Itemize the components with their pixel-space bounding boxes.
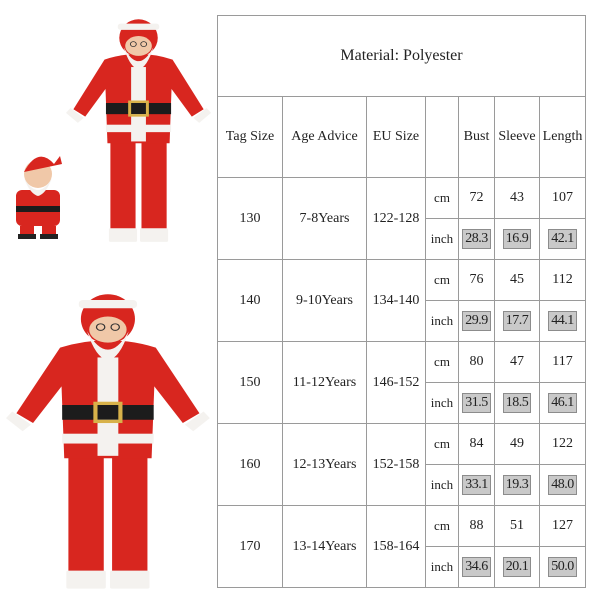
- bust-cm-cell: 72: [458, 177, 495, 219]
- length-cm-cell: 122: [539, 423, 586, 465]
- sleeve-inch-cell: 16.9: [494, 218, 540, 260]
- sleeve-inch-cell: 20.1: [494, 546, 540, 588]
- bust-cm-cell: 80: [458, 341, 495, 383]
- unit-cm-label: cm: [425, 423, 459, 465]
- unit-inch-label: inch: [425, 382, 459, 424]
- header-sleeve: Sleeve: [494, 96, 540, 178]
- age-advice-cell: 11-12Years: [282, 341, 367, 424]
- eu-size-cell: 152-158: [366, 423, 426, 506]
- sleeve-cm-cell: 49: [494, 423, 540, 465]
- unit-cm-label: cm: [425, 505, 459, 547]
- sleeve-cm-cell: 45: [494, 259, 540, 301]
- length-inch-cell: 44.1: [539, 300, 586, 342]
- length-cm-cell: 107: [539, 177, 586, 219]
- length-inch-value: 50.0: [548, 557, 577, 577]
- sleeve-inch-value: 18.5: [502, 393, 532, 413]
- length-inch-cell: 50.0: [539, 546, 586, 588]
- age-advice-cell: 9-10Years: [282, 259, 367, 342]
- sleeve-inch-value: 17.7: [502, 311, 532, 331]
- header-eu-size: EU Size: [366, 96, 426, 178]
- sleeve-inch-cell: 19.3: [494, 464, 540, 506]
- header-age-advice: Age Advice: [282, 96, 367, 178]
- bust-inch-value: 33.1: [462, 475, 491, 495]
- unit-inch-label: inch: [425, 300, 459, 342]
- header-row: Tag Size Age Advice EU Size Bust Sleeve …: [217, 96, 586, 178]
- age-advice-cell: 12-13Years: [282, 423, 367, 506]
- sleeve-inch-value: 16.9: [502, 229, 532, 249]
- bust-inch-cell: 31.5: [458, 382, 495, 424]
- size-chart-table: Material: Polyester Tag Size Age Advice …: [217, 15, 586, 588]
- material-title: Material: Polyester: [217, 15, 586, 97]
- tag-size-cell: 140: [217, 259, 283, 342]
- bust-inch-value: 34.6: [462, 557, 491, 577]
- size-row-inch: inch 34.6 20.1 50.0: [218, 546, 586, 588]
- size-row-cm: 150 11-12Years 146-152 cm 80 47 117: [217, 341, 586, 424]
- size-row-cm: 130 7-8Years 122-128 cm 72 43 107: [217, 177, 586, 260]
- tag-size-cell: 170: [217, 505, 283, 588]
- age-advice-cell: 13-14Years: [282, 505, 367, 588]
- tag-size-cell: 130: [217, 177, 283, 260]
- unit-cm-label: cm: [425, 341, 459, 383]
- eu-size-cell: 122-128: [366, 177, 426, 260]
- header-unit-blank: [425, 96, 459, 178]
- sleeve-inch-value: 20.1: [502, 557, 532, 577]
- tag-size-cell: 150: [217, 341, 283, 424]
- santa-suit-front-large: [6, 294, 210, 588]
- bust-inch-cell: 34.6: [458, 546, 495, 588]
- unit-inch-label: inch: [425, 464, 459, 506]
- sleeve-cm-cell: 47: [494, 341, 540, 383]
- sleeve-cm-cell: 43: [494, 177, 540, 219]
- sleeve-inch-value: 19.3: [502, 475, 532, 495]
- unit-inch-label: inch: [425, 546, 459, 588]
- size-row-cm: 160 12-13Years 152-158 cm 84 49 122: [217, 423, 586, 506]
- length-inch-cell: 46.1: [539, 382, 586, 424]
- length-cm-cell: 127: [539, 505, 586, 547]
- length-inch-value: 46.1: [548, 393, 577, 413]
- size-row-inch: inch 28.3 16.9 42.1: [218, 218, 586, 260]
- length-cm-cell: 112: [539, 259, 586, 301]
- sleeve-cm-cell: 51: [494, 505, 540, 547]
- eu-size-cell: 146-152: [366, 341, 426, 424]
- bust-inch-cell: 33.1: [458, 464, 495, 506]
- bust-inch-value: 29.9: [462, 311, 491, 331]
- length-inch-cell: 42.1: [539, 218, 586, 260]
- sleeve-inch-cell: 17.7: [494, 300, 540, 342]
- length-inch-value: 48.0: [548, 475, 577, 495]
- sleeve-inch-cell: 18.5: [494, 382, 540, 424]
- header-tag-size: Tag Size: [217, 96, 283, 178]
- eu-size-cell: 158-164: [366, 505, 426, 588]
- tag-size-cell: 160: [217, 423, 283, 506]
- bust-inch-cell: 29.9: [458, 300, 495, 342]
- size-row-cm: 170 13-14Years 158-164 cm 88 51 127: [217, 505, 586, 588]
- eu-size-cell: 134-140: [366, 259, 426, 342]
- age-advice-cell: 7-8Years: [282, 177, 367, 260]
- size-row-cm: 140 9-10Years 134-140 cm 76 45 112: [217, 259, 586, 342]
- bust-cm-cell: 88: [458, 505, 495, 547]
- size-row-inch: inch 33.1 19.3 48.0: [218, 464, 586, 506]
- length-inch-value: 44.1: [548, 311, 577, 331]
- length-inch-value: 42.1: [548, 229, 577, 249]
- length-cm-cell: 117: [539, 341, 586, 383]
- bust-inch-value: 31.5: [462, 393, 491, 413]
- header-length: Length: [539, 96, 586, 178]
- header-bust: Bust: [458, 96, 495, 178]
- santa-suit-front-small: [64, 17, 213, 244]
- bust-cm-cell: 84: [458, 423, 495, 465]
- unit-inch-label: inch: [425, 218, 459, 260]
- bust-inch-cell: 28.3: [458, 218, 495, 260]
- santa-figure-icon: [16, 156, 62, 239]
- bust-cm-cell: 76: [458, 259, 495, 301]
- bust-inch-value: 28.3: [462, 229, 491, 249]
- length-inch-cell: 48.0: [539, 464, 586, 506]
- unit-cm-label: cm: [425, 259, 459, 301]
- unit-cm-label: cm: [425, 177, 459, 219]
- product-photos: [0, 17, 213, 600]
